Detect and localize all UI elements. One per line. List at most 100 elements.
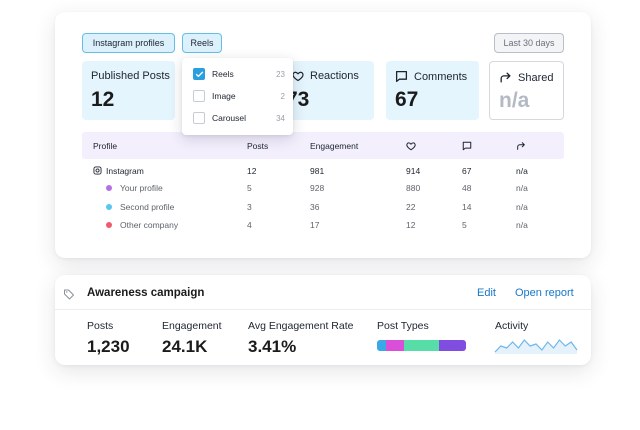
row-engagement: 17 — [310, 220, 320, 230]
row-reactions: 12 — [406, 220, 416, 230]
open-report-link[interactable]: Open report — [515, 287, 574, 299]
engagement-stat-value: 24.1K — [162, 337, 208, 356]
avg-rate-stat-label: Avg Engagement Rate — [248, 320, 354, 332]
profile-color-dot — [106, 203, 112, 210]
profile-color-dot — [106, 184, 112, 191]
dropdown-option-count: 2 — [280, 91, 285, 101]
activity-sparkline — [494, 339, 578, 354]
date-range-button[interactable]: Last 30 days — [494, 33, 564, 53]
shared-value: n/a — [499, 89, 530, 112]
published-posts-value: 12 — [91, 88, 115, 111]
comments-value: 67 — [395, 88, 419, 111]
row-profile-name: Other company — [106, 220, 178, 230]
row-comments: 5 — [462, 220, 467, 230]
dropdown-option-image[interactable]: Image 2 — [193, 89, 285, 103]
profile-color-dot — [106, 221, 112, 228]
dropdown-option-reels[interactable]: Reels 23 — [193, 67, 285, 81]
row-comments: 67 — [462, 166, 472, 176]
row-reactions: 914 — [406, 166, 421, 176]
comments-label: Comments — [395, 70, 467, 83]
engagement-stat-label: Engagement — [162, 320, 222, 332]
avg-rate-stat-value: 3.41% — [248, 337, 297, 356]
comment-icon — [462, 141, 472, 153]
posts-stat-value: 1,230 — [87, 337, 130, 356]
instagram-icon — [93, 166, 102, 177]
post-types-label: Post Types — [377, 320, 429, 332]
row-shares: n/a — [516, 202, 528, 212]
header-posts: Posts — [247, 141, 269, 151]
checkbox-checked[interactable] — [193, 68, 205, 80]
comment-icon — [395, 70, 408, 83]
header-engagement: Engagement — [310, 141, 359, 151]
shared-label: Shared — [499, 71, 553, 84]
activity-area — [495, 340, 577, 354]
row-posts: 12 — [247, 166, 257, 176]
row-engagement: 981 — [310, 166, 325, 176]
shared-card: Shared n/a — [489, 61, 564, 120]
row-shares: n/a — [516, 220, 528, 230]
dropdown-option-label: Carousel — [212, 113, 247, 123]
row-profile-name-text: Second profile — [120, 202, 175, 212]
post-types-bar — [377, 340, 466, 351]
row-posts: 4 — [247, 220, 252, 230]
row-posts: 5 — [247, 183, 252, 193]
reactions-label-text: Reactions — [310, 70, 359, 82]
campaign-divider — [55, 309, 591, 310]
comments-label-text: Comments — [414, 70, 468, 83]
comments-card: Comments 67 — [386, 61, 479, 120]
row-shares: n/a — [516, 183, 528, 193]
dropdown-option-carousel[interactable]: Carousel 34 — [193, 111, 285, 125]
row-comments: 48 — [462, 183, 472, 193]
heart-icon — [292, 71, 304, 82]
row-profile-name: Instagram — [106, 166, 144, 176]
dropdown-option-label: Reels — [212, 69, 234, 79]
dropdown-option-count: 34 — [276, 113, 285, 123]
row-profile-name: Second profile — [106, 202, 174, 212]
row-comments: 14 — [462, 202, 472, 212]
post-type-dropdown: Reels 23 Image 2 Carousel 34 — [182, 58, 293, 135]
share-arrow-icon — [500, 72, 511, 83]
campaign-title: Awareness campaign — [87, 287, 205, 299]
row-shares: n/a — [516, 166, 528, 176]
shared-label-text: Shared — [518, 71, 554, 84]
row-reactions: 880 — [406, 183, 421, 193]
table-row[interactable]: Second profile 3 36 22 14 n/a — [82, 202, 564, 216]
reactions-label: Reactions — [292, 70, 359, 82]
post-type-segment — [439, 340, 466, 351]
header-profile: Profile — [93, 141, 118, 151]
edit-link[interactable]: Edit — [477, 287, 496, 299]
activity-line — [494, 339, 578, 353]
posts-stat-label: Posts — [87, 320, 114, 332]
table-header: Profile Posts Engagement — [82, 132, 564, 159]
post-type-segment — [377, 340, 386, 351]
post-type-segment — [385, 340, 404, 351]
share-arrow-icon — [516, 141, 526, 153]
table-row[interactable]: Instagram 12 981 914 67 n/a — [82, 166, 564, 180]
reels-filter[interactable]: Reels — [182, 33, 222, 53]
published-posts-label: Published Posts — [91, 70, 170, 82]
checkbox-unchecked[interactable] — [193, 112, 205, 124]
dropdown-option-label: Image — [212, 91, 236, 101]
heart-icon — [406, 141, 416, 153]
table-row[interactable]: Your profile 5 928 880 48 n/a — [82, 183, 564, 197]
row-posts: 3 — [247, 202, 252, 212]
post-type-segment — [403, 340, 440, 351]
dropdown-option-count: 23 — [276, 69, 285, 79]
row-profile-name-text: Other company — [120, 220, 179, 230]
row-reactions: 22 — [406, 202, 416, 212]
row-engagement: 928 — [310, 183, 325, 193]
reactions-card: Reactions 73 — [283, 61, 374, 120]
checkmark-icon — [195, 71, 203, 77]
instagram-profiles-filter[interactable]: Instagram profiles — [82, 33, 175, 53]
published-posts-card: Published Posts 12 — [82, 61, 175, 120]
row-engagement: 36 — [310, 202, 320, 212]
tag-icon — [63, 287, 75, 305]
row-profile-name: Your profile — [106, 183, 163, 193]
campaign-card — [55, 275, 591, 365]
published-posts-label-text: Published Posts — [91, 70, 170, 82]
activity-label: Activity — [495, 320, 529, 332]
checkbox-unchecked[interactable] — [193, 90, 205, 102]
row-profile-name-text: Your profile — [120, 183, 163, 193]
table-row[interactable]: Other company 4 17 12 5 n/a — [82, 220, 564, 234]
